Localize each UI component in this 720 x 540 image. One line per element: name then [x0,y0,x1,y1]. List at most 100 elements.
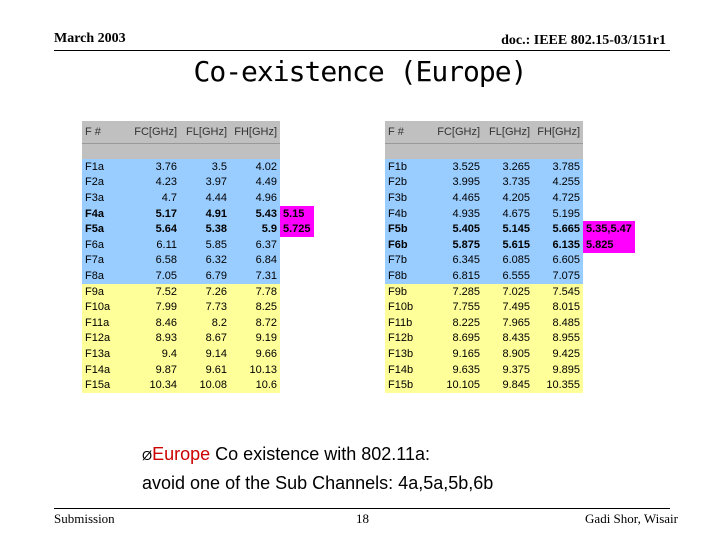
frequency-cell: 7.075 [533,268,583,284]
frequency-cell: 4.23 [128,174,180,191]
channel-name-cell: F12a [82,330,128,347]
column-header: F # [385,121,431,144]
channel-name-cell: F6a [82,236,128,253]
frequency-cell: 3.995 [431,174,483,191]
column-header: FH[GHz] [533,121,583,144]
frequency-cell: 7.025 [483,283,533,300]
column-header: FC[GHz] [128,121,180,144]
frequency-cell: 6.11 [128,236,180,253]
table-row: F3a 4.7 4.44 4.96 [82,190,314,206]
table-row: F12b 8.695 8.435 8.955 [385,330,635,347]
frequency-cell: 3.5 [180,159,230,175]
frequency-cell: 10.34 [128,377,180,393]
frequency-cell: 5.665 [533,221,583,237]
column-header: F # [82,121,128,144]
header-spacer-row [385,143,635,159]
frequency-cell: 6.84 [230,252,280,269]
frequency-cell: 8.67 [180,330,230,347]
wlan-overlap-note: 5.15 [280,205,314,222]
header-spacer-row [82,143,314,159]
table-row: F1a 3.76 3.5 4.02 [82,159,314,175]
table-row: F3b 4.465 4.205 4.725 [385,190,635,206]
channel-name-cell: F2b [385,174,431,191]
channel-name-cell: F5b [385,221,431,237]
arrow-bullet-icon: Ø [142,448,153,463]
frequency-cell: 4.91 [180,205,230,222]
spacer-cell [385,143,431,159]
frequency-cell: 7.26 [180,283,230,300]
frequency-cell: 9.895 [533,361,583,378]
frequency-cell: 9.165 [431,346,483,362]
frequency-cell: 6.555 [483,268,533,284]
frequency-cell: 8.2 [180,314,230,331]
frequency-cell: 5.43 [230,205,280,222]
table-row: F12a 8.93 8.67 9.19 [82,330,314,347]
frequency-cell: 3.525 [431,159,483,175]
table-row: F14b 9.635 9.375 9.895 [385,361,635,378]
frequency-cell: 6.37 [230,236,280,253]
table-row: F13b 9.165 8.905 9.425 [385,346,635,362]
channel-name-cell: F13a [82,346,128,362]
table-row: F2a 4.23 3.97 4.49 [82,174,314,191]
frequency-cell: 8.25 [230,299,280,315]
column-header: FL[GHz] [180,121,230,144]
table-row: F8b 6.815 6.555 7.075 [385,268,635,284]
spacer-cell [82,143,128,159]
header-divider [54,50,670,51]
column-header: FH[GHz] [230,121,280,144]
frequency-cell: 5.64 [128,221,180,237]
frequency-cell: 6.58 [128,252,180,269]
table-row: F15b 10.105 9.845 10.355 [385,377,635,393]
channel-name-cell: F2a [82,174,128,191]
spacer-cell [431,143,483,159]
frequency-cell: 9.19 [230,330,280,347]
channel-name-cell: F10a [82,299,128,315]
frequency-cell: 4.49 [230,174,280,191]
frequency-cell: 5.145 [483,221,533,237]
frequency-cell: 6.345 [431,252,483,269]
frequency-cell: 4.7 [128,190,180,206]
channel-name-cell: F6b [385,236,431,253]
frequency-cell: 10.105 [431,377,483,393]
frequency-cell: 5.875 [431,236,483,253]
frequency-cell: 5.85 [180,236,230,253]
frequency-cell: 5.17 [128,205,180,222]
frequency-cell: 7.52 [128,283,180,300]
table-row: F13a 9.4 9.14 9.66 [82,346,314,362]
frequency-cell: 8.015 [533,299,583,315]
table-row: F10a 7.99 7.73 8.25 [82,299,314,315]
table-row: F11b 8.225 7.965 8.485 [385,314,635,331]
frequency-cell: 3.785 [533,159,583,175]
channel-table-b: F # FC[GHz] FL[GHz] FH[GHz] F1b 3.525 3.26… [385,121,635,393]
channel-name-cell: F3b [385,190,431,206]
footer-divider [54,508,670,509]
channel-name-cell: F11b [385,314,431,331]
frequency-cell: 8.955 [533,330,583,347]
table-row: F6a 6.11 5.85 6.37 [82,236,314,253]
channel-name-cell: F5a [82,221,128,237]
bullet-text: Co existence with 802.11a: [210,444,430,464]
frequency-cell: 3.265 [483,159,533,175]
channel-name-cell: F14b [385,361,431,378]
channel-name-cell: F8a [82,268,128,284]
frequency-cell: 4.02 [230,159,280,175]
channel-name-cell: F14a [82,361,128,378]
table-row: F15a 10.34 10.08 10.6 [82,377,314,393]
frequency-cell: 3.97 [180,174,230,191]
channel-name-cell: F9a [82,283,128,300]
frequency-cell: 6.815 [431,268,483,284]
wlan-overlap-note: 5.725 [280,221,314,237]
frequency-cell: 8.46 [128,314,180,331]
frequency-cell: 5.38 [180,221,230,237]
channel-name-cell: F8b [385,268,431,284]
frequency-cell: 6.79 [180,268,230,284]
channel-name-cell: F4a [82,205,128,222]
frequency-cell: 8.225 [431,314,483,331]
frequency-cell: 10.08 [180,377,230,393]
frequency-cell: 4.465 [431,190,483,206]
channel-name-cell: F3a [82,190,128,206]
spacer-cell [128,143,180,159]
frequency-cell: 8.905 [483,346,533,362]
frequency-cell: 10.355 [533,377,583,393]
frequency-cell: 7.545 [533,283,583,300]
